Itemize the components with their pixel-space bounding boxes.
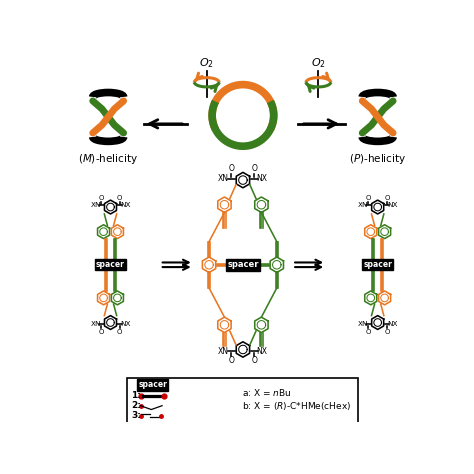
FancyBboxPatch shape bbox=[128, 378, 358, 427]
Text: spacer: spacer bbox=[138, 381, 167, 390]
Text: XN: XN bbox=[91, 321, 101, 327]
Text: NX: NX bbox=[387, 321, 398, 327]
Text: a: X = $n$Bu: a: X = $n$Bu bbox=[242, 387, 292, 398]
Text: O: O bbox=[228, 356, 234, 365]
Text: O: O bbox=[99, 195, 104, 201]
Text: spacer: spacer bbox=[227, 260, 259, 269]
Text: O: O bbox=[384, 195, 390, 201]
Text: XN: XN bbox=[218, 346, 229, 356]
Text: $(M)$-helicity: $(M)$-helicity bbox=[78, 152, 138, 165]
Text: NX: NX bbox=[120, 321, 130, 327]
Text: O: O bbox=[384, 328, 390, 335]
Text: O: O bbox=[117, 195, 122, 201]
Text: $O_2$: $O_2$ bbox=[311, 56, 326, 70]
Text: O: O bbox=[252, 356, 257, 365]
Text: XN: XN bbox=[91, 202, 101, 209]
Text: NX: NX bbox=[257, 174, 268, 183]
Text: 3:: 3: bbox=[131, 411, 141, 420]
Text: O: O bbox=[366, 328, 371, 335]
Text: 1:: 1: bbox=[131, 391, 141, 400]
Text: NX: NX bbox=[387, 202, 398, 209]
Text: $(P)$-helicity: $(P)$-helicity bbox=[349, 152, 406, 165]
Text: NX: NX bbox=[257, 346, 268, 356]
Text: NX: NX bbox=[120, 202, 130, 209]
Text: O: O bbox=[99, 328, 104, 335]
Text: XN: XN bbox=[218, 174, 229, 183]
Text: 2:: 2: bbox=[131, 401, 141, 410]
Text: b: X = $(R)$-C*HMe(cHex): b: X = $(R)$-C*HMe(cHex) bbox=[242, 401, 351, 412]
Text: spacer: spacer bbox=[363, 260, 392, 269]
Text: O: O bbox=[228, 164, 234, 173]
Text: O: O bbox=[366, 195, 371, 201]
Text: O: O bbox=[252, 164, 257, 173]
Text: XN: XN bbox=[358, 202, 368, 209]
Text: O: O bbox=[117, 328, 122, 335]
Text: spacer: spacer bbox=[96, 260, 125, 269]
Text: XN: XN bbox=[358, 321, 368, 327]
Text: $O_2$: $O_2$ bbox=[199, 56, 214, 70]
